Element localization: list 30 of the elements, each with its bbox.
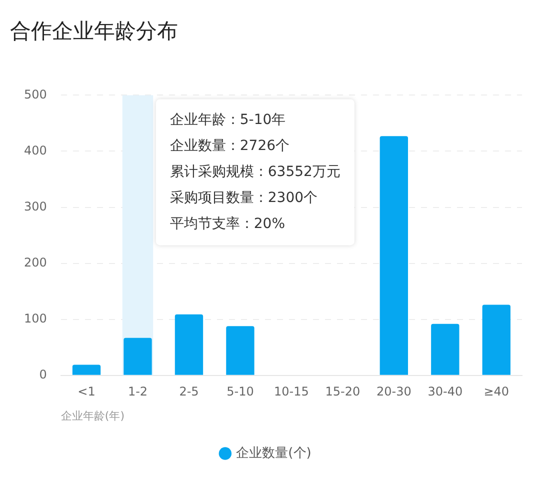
x-tick-label: 5-10 <box>226 384 254 399</box>
bar <box>431 324 460 375</box>
annotation: 累计采购规模：63552万元 <box>170 164 340 180</box>
y-tick-label: 0 <box>39 368 47 382</box>
bar <box>380 136 408 375</box>
y-tick-label: 300 <box>24 199 47 214</box>
annotation: 采购项目数量：2300个 <box>170 190 318 206</box>
x-tick-label: 20-30 <box>376 384 412 399</box>
annotation: 平均节支率：20% <box>170 216 286 232</box>
chart-title: 合作企业年龄分布 <box>10 19 178 44</box>
y-tick-label: 100 <box>24 311 47 326</box>
annotation: 企业数量：2726个 <box>170 138 290 154</box>
x-tick-label: 15-20 <box>325 384 360 399</box>
bar <box>174 314 204 375</box>
y-tick-label: 500 <box>24 87 47 102</box>
annotation: 企业年龄：5-10年 <box>170 112 286 128</box>
bar <box>482 304 510 375</box>
x-tick-label: <1 <box>78 384 96 399</box>
y-tick-label: 400 <box>24 143 47 158</box>
bar <box>72 364 101 375</box>
bar <box>124 338 152 375</box>
x-tick-label: 10-15 <box>274 384 309 399</box>
legend-label: 企业数量(个) <box>236 446 312 461</box>
x-axis-title: 企业年龄(年) <box>60 409 124 422</box>
x-tick-label: ≥40 <box>484 384 510 399</box>
x-tick-label: 30-40 <box>428 384 463 399</box>
bar <box>226 326 254 375</box>
x-tick-label: 2-5 <box>179 384 199 399</box>
x-tick-label: 1-2 <box>128 384 148 399</box>
y-tick-label: 200 <box>24 255 47 270</box>
